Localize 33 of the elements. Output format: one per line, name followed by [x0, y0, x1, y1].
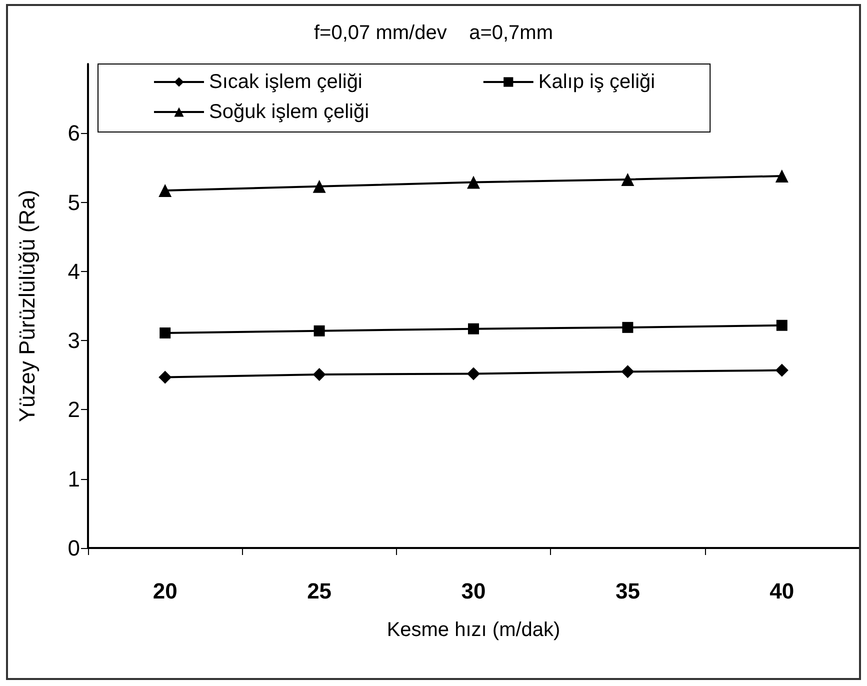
x-tick-label: 25 [307, 578, 332, 604]
y-tick-label: 0 [68, 536, 80, 560]
chart-title: f=0,07 mm/dev a=0,7mm [314, 22, 553, 44]
point [775, 364, 788, 377]
legend-label: Sıcak işlem çeliği [209, 71, 362, 93]
point [775, 170, 788, 183]
y-tick-label: 3 [68, 328, 80, 354]
point [158, 370, 172, 384]
point [312, 368, 326, 381]
x-tick-label: 35 [615, 578, 640, 604]
y-tick-label: 2 [68, 397, 80, 422]
point [776, 320, 788, 331]
y-tick-label: 5 [68, 190, 80, 215]
point [468, 323, 479, 334]
point [160, 327, 171, 338]
legend-label: Soğuk işlem çeliği [209, 101, 370, 123]
point [622, 322, 634, 333]
legend-label: Kalıp iş çeliği [538, 71, 656, 93]
y-axis-title: Yüzey Pürüzlülüğü (Ra) [14, 190, 40, 422]
point [621, 172, 634, 186]
x-tick-label: 30 [461, 578, 486, 604]
x-tick-label: 20 [152, 578, 178, 604]
point [621, 365, 634, 378]
point [467, 367, 480, 380]
point [314, 325, 325, 336]
point [467, 176, 480, 189]
x-axis-title: Kesme hızı (m/dak) [386, 619, 560, 641]
y-tick-label: 1 [68, 466, 80, 492]
x-tick-label: 40 [770, 578, 794, 604]
y-tick-label: 4 [68, 258, 80, 284]
y-tick-label: 6 [68, 120, 80, 146]
point [158, 184, 172, 198]
point [312, 180, 326, 193]
